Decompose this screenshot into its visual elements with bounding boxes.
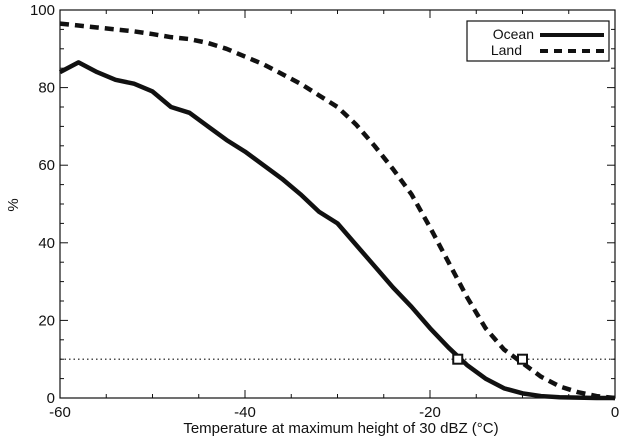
ticks-layer: -60 -40 -20 0 0 20 40 60 80 100 [30,2,619,421]
y-tick-label: 60 [38,157,55,174]
x-tick-label: -40 [234,404,256,421]
y-tick-label: 0 [47,390,55,407]
legend-box [466,20,610,62]
y-axis-title: % [5,198,22,211]
x-tick-label: 0 [611,404,619,421]
y-tick-label: 20 [38,312,55,329]
y-tick-label: 80 [38,80,55,97]
x-tick-label: -20 [419,404,441,421]
plot-frame-layer [59,9,616,399]
legend-land-label: Land [491,42,522,58]
marker-layer [452,353,528,365]
legend-ocean-label: Ocean [493,26,534,42]
series-line-ocean [58,60,615,401]
x-axis-title: Temperature at maximum height of 30 dBZ … [183,420,498,437]
legend: Ocean Land [466,20,610,62]
threshold-marker-ocean [452,353,464,365]
series-line-land [59,21,616,401]
y-tick-label: 40 [38,235,55,252]
threshold-marker-land [517,353,528,365]
series-layer [58,21,616,401]
y-tick-label: 100 [30,2,55,19]
plot-frame [59,9,616,399]
x-tick-label: -60 [49,404,71,421]
